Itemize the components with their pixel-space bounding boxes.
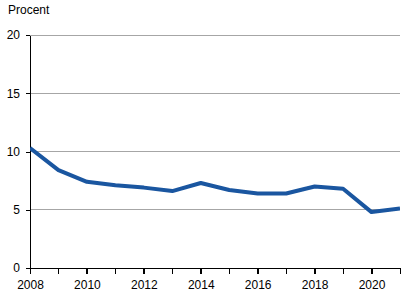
x-axis: 2008 2010 2012 2014 2016 2018 2020 [17,268,400,292]
data-line [30,148,400,212]
x-minor-tick [343,268,344,274]
y-tick: 10 [7,145,30,159]
x-minor-tick [200,268,201,274]
x-minor-tick [314,268,315,274]
x-minor-tick [143,268,144,274]
y-tick: 5 [13,203,30,217]
y-axis-line [30,36,31,269]
x-tick-label: 2018 [302,278,329,292]
y-axis: 0 5 10 15 20 [7,28,31,275]
x-minor-tick [58,268,59,274]
y-tick: 15 [7,87,30,101]
x-minor-tick [371,268,372,274]
y-tick-label: 15 [7,87,21,101]
x-tick-label: 2012 [131,278,158,292]
y-tick-mark [26,93,30,94]
grid [30,35,400,268]
plot-area [30,148,400,212]
grid-line [30,209,400,210]
x-tick-label: 2020 [359,278,386,292]
x-minor-tick [400,268,401,274]
x-minor-tick [229,268,230,274]
x-tick-mark [372,268,373,274]
x-tick: 2016 [245,268,272,292]
x-tick-label: 2014 [188,278,215,292]
x-minor-tick [172,268,173,274]
y-axis-title: Procent [8,3,50,17]
y-tick-label: 20 [7,28,21,42]
x-tick: 2014 [188,268,215,292]
y-tick: 0 [13,261,30,275]
x-tick-label: 2008 [17,278,44,292]
x-tick: 2020 [359,268,386,292]
x-tick: 2010 [74,268,101,292]
x-minor-tick [86,268,87,274]
x-axis-line [31,268,401,269]
x-tick: 2012 [131,268,158,292]
x-tick: 2018 [302,268,329,292]
x-tick-mark [315,268,316,274]
x-minor-tick [257,268,258,274]
y-tick-mark [26,210,30,211]
chart: 0 5 10 15 20 2008 2010 2012 2014 2016 2018 2020 Proc… [0,0,415,299]
x-tick-mark [201,268,202,274]
y-tick-mark [26,152,30,153]
grid-line [30,268,400,269]
y-tick-mark [26,268,30,269]
x-tick: 2008 [17,268,44,292]
grid-line [30,35,400,36]
x-minor-ticks [30,268,400,274]
x-tick-mark [87,268,88,274]
grid-line [30,93,400,94]
y-tick-label: 5 [13,203,20,217]
y-tick-label: 0 [13,261,20,275]
x-tick-label: 2016 [245,278,272,292]
y-tick-mark [26,35,30,36]
x-tick-mark [30,268,31,274]
x-tick-mark [258,268,259,274]
x-minor-tick [286,268,287,274]
grid-line [30,151,400,152]
x-tick-mark [144,268,145,274]
y-tick: 20 [7,28,30,42]
x-minor-tick [115,268,116,274]
y-tick-label: 10 [7,145,21,159]
x-tick-label: 2010 [74,278,101,292]
x-minor-tick [30,268,31,274]
